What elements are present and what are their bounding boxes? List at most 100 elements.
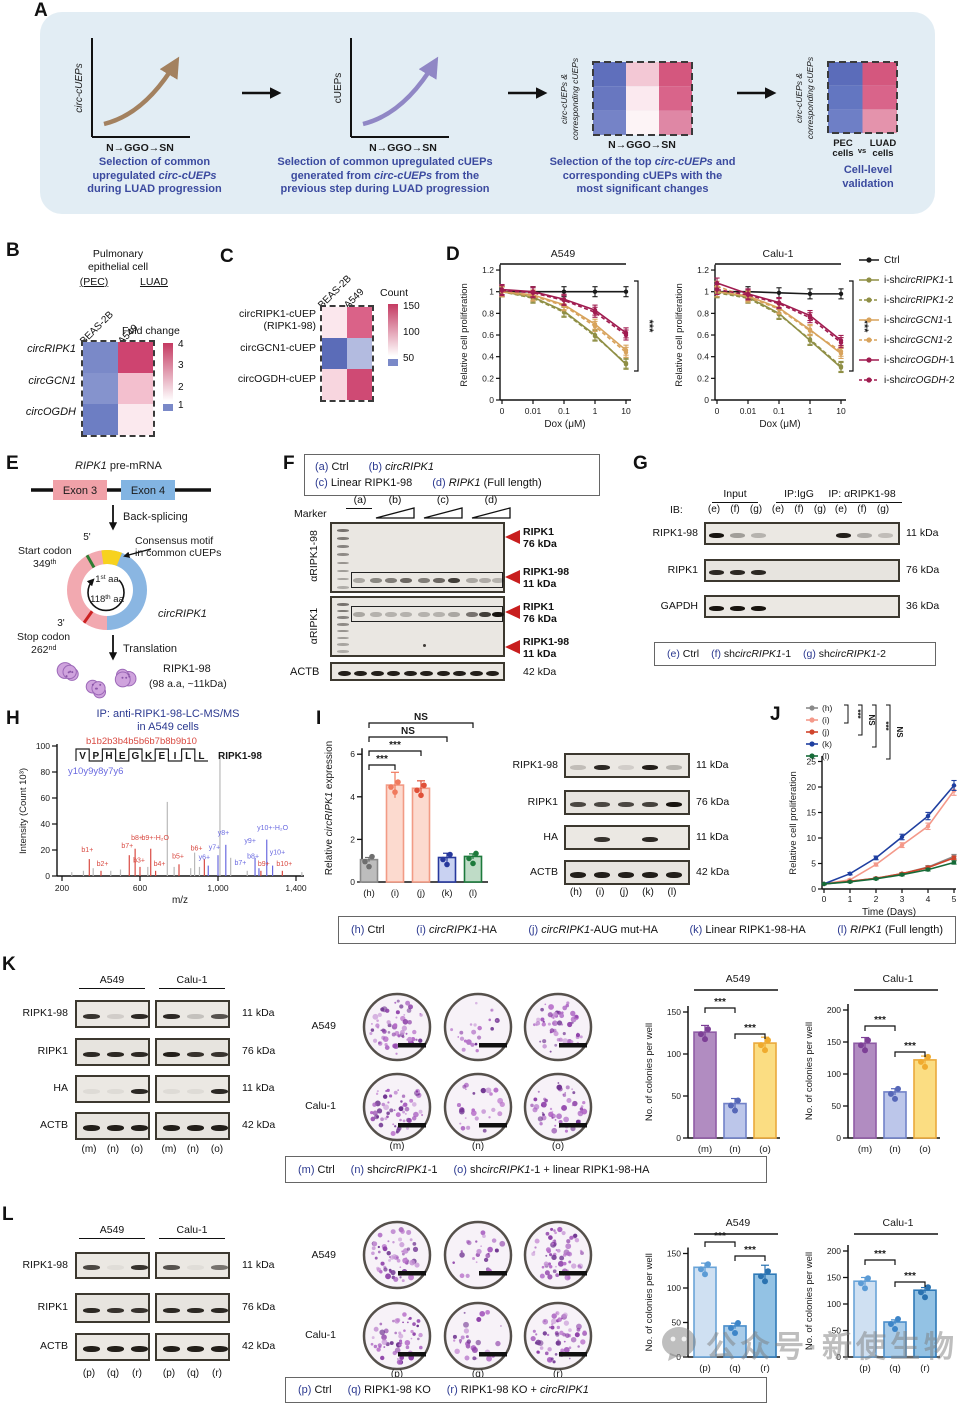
protein-band xyxy=(642,871,658,878)
colony-dot xyxy=(547,1022,551,1026)
y-ion-label: y6+ xyxy=(199,855,210,862)
hline xyxy=(159,1238,225,1239)
colony-dot xyxy=(454,1348,460,1354)
colony-dot xyxy=(554,1231,557,1235)
colony-count-chart: 0 50 100 150 (m) (n) (o) A549 *** *** No. of colon… xyxy=(644,973,780,1155)
data-point xyxy=(892,1326,898,1333)
colony-dot xyxy=(488,1116,491,1119)
protein-band xyxy=(642,765,658,770)
colony-dot xyxy=(384,1117,388,1121)
data-point xyxy=(395,779,401,785)
colony-dot xyxy=(553,1229,556,1232)
text-label: 0.4 xyxy=(697,352,709,362)
y-ion-series: y10y9y8y7y6 xyxy=(68,766,123,777)
data-series xyxy=(501,289,627,336)
band xyxy=(337,577,349,581)
data-point xyxy=(698,1266,704,1273)
data-series xyxy=(716,288,842,344)
colony-dot xyxy=(580,1339,586,1345)
text-label: V xyxy=(79,751,86,762)
colony-dot xyxy=(410,1337,413,1340)
gradient-wedge-icon xyxy=(375,507,415,519)
colony-dot xyxy=(552,1017,555,1020)
band xyxy=(466,611,478,617)
band-pointer-icon xyxy=(505,530,520,544)
scale-bar xyxy=(479,1043,507,1048)
colony-dot xyxy=(472,1356,477,1361)
band xyxy=(386,670,400,676)
legend-item: (d) RIPK1 (Full length) xyxy=(432,477,542,489)
protein-band xyxy=(642,837,658,842)
data-point xyxy=(888,1090,894,1097)
panel-j-growth-chart: 0 5 10 15 20 25 0 1 2 3 4 5 Time (Days) Relative cell… xyxy=(788,703,957,918)
gel-box xyxy=(75,1252,150,1279)
colony-dot xyxy=(472,1256,476,1260)
band xyxy=(436,670,450,676)
colony-dot xyxy=(474,1116,479,1121)
colony-dot xyxy=(376,1019,379,1022)
lane-label: (g) xyxy=(813,504,827,515)
colony-dot xyxy=(557,1260,564,1267)
gel-box xyxy=(564,790,690,815)
lane-label: (e) xyxy=(834,504,848,515)
text-label: 0 xyxy=(676,1352,681,1362)
gel-box xyxy=(564,753,690,778)
colony-dot xyxy=(567,1021,573,1028)
colony-dot xyxy=(549,1107,553,1111)
colony-dot xyxy=(412,1029,417,1035)
significance-label: *** xyxy=(874,1249,886,1260)
colony-dot xyxy=(573,1017,576,1020)
text-label: A549 xyxy=(551,248,576,260)
protein-band xyxy=(666,871,682,878)
t: Calu-1 xyxy=(305,1100,336,1112)
b-ion-label: b6+ xyxy=(191,846,203,853)
colony-dot xyxy=(490,1027,494,1031)
protein-band xyxy=(162,1265,180,1270)
text-label: (j) xyxy=(417,888,425,899)
text-label: LUAD xyxy=(870,138,897,149)
data-series xyxy=(501,290,627,353)
band xyxy=(370,670,384,676)
protein-band xyxy=(210,1265,228,1270)
t: circRIPK1-cUEP xyxy=(238,308,316,320)
blot-row-label: RIPK1 xyxy=(37,1045,68,1057)
colony-dot xyxy=(388,1255,391,1259)
gel-box xyxy=(75,1293,150,1323)
scale-bar xyxy=(398,1352,426,1357)
colony-dish xyxy=(443,1072,513,1142)
blot-row-label: RIPK1-98 xyxy=(512,758,558,771)
colorbar-tick: 1 xyxy=(178,400,184,411)
data-point xyxy=(858,1280,864,1287)
colony-dot xyxy=(401,1252,405,1256)
t: 76 kDa xyxy=(523,538,557,550)
legend-item: i-shcircRIPK1-2 xyxy=(858,290,974,310)
data-point xyxy=(918,1289,924,1296)
text-label: 1 xyxy=(593,406,598,416)
lane-label: (q) xyxy=(472,1369,484,1380)
protein-band xyxy=(729,570,745,575)
band xyxy=(353,577,365,583)
data-point xyxy=(865,1275,871,1282)
text-label: 200 xyxy=(55,883,69,893)
colony-dot xyxy=(561,1230,566,1236)
gelbox xyxy=(330,662,505,681)
colony-dot xyxy=(372,1102,377,1107)
colony-dot xyxy=(380,1355,385,1361)
t: A549 xyxy=(311,1249,336,1261)
text-label: 1 xyxy=(848,894,853,904)
band xyxy=(337,650,349,653)
gel-box xyxy=(155,1293,230,1323)
colony-dot xyxy=(393,1276,399,1282)
legend-item: (o) shcircRIPK1-1 + linear RIPK1-98-HA xyxy=(453,1163,650,1176)
kda-label: 42 kDa xyxy=(242,1340,276,1352)
colony-dot xyxy=(541,1022,546,1027)
colony-dot xyxy=(408,1316,412,1320)
colony-dot xyxy=(563,1346,570,1353)
scale-bar xyxy=(479,1352,507,1357)
colony-dot xyxy=(406,1247,411,1251)
text-label: 0.6 xyxy=(482,330,494,340)
text-label: 20 xyxy=(807,782,817,792)
colony-dot xyxy=(406,1117,412,1123)
colony-dot xyxy=(542,1039,547,1044)
text-label: 0.8 xyxy=(697,308,709,318)
